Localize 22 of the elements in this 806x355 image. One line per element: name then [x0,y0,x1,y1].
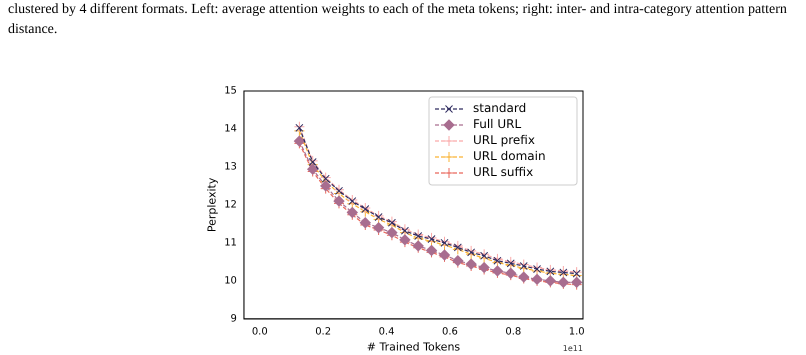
text: clustered by 4 different formats. Left: average attention weights to each of the meta tokens; right: inter- and intra-category attention pattern distance. [8,1,788,39]
x-axis-title: # Trained Tokens [366,340,460,354]
y-tick-label: 14 [224,124,237,135]
x-tick-label: 0.6 [442,326,458,338]
x-tick-label: 0.8 [505,326,522,338]
legend-label: URL suffix [473,165,534,180]
y-tick-label: 10 [224,275,237,286]
x-tick-label: 0.0 [252,326,268,338]
x-tick-label: 0.2 [315,326,332,338]
legend-label: URL prefix [473,133,535,148]
legend-label: Full URL [473,117,522,132]
y-tick-label: 13 [224,162,237,173]
x-tick-label: 0.4 [378,326,394,338]
y-tick-label: 12 [224,199,237,210]
y-axis-title: Perplexity [205,177,218,232]
legend-label: URL domain [473,149,546,164]
y-tick-label: 15 [224,86,237,97]
y-tick-label: 9 [230,313,237,324]
legend-label: standard [473,101,526,116]
y-tick-label: 11 [224,237,237,248]
x-tick-label: 1.0 [568,326,585,338]
text: 1e11 [562,344,583,353]
